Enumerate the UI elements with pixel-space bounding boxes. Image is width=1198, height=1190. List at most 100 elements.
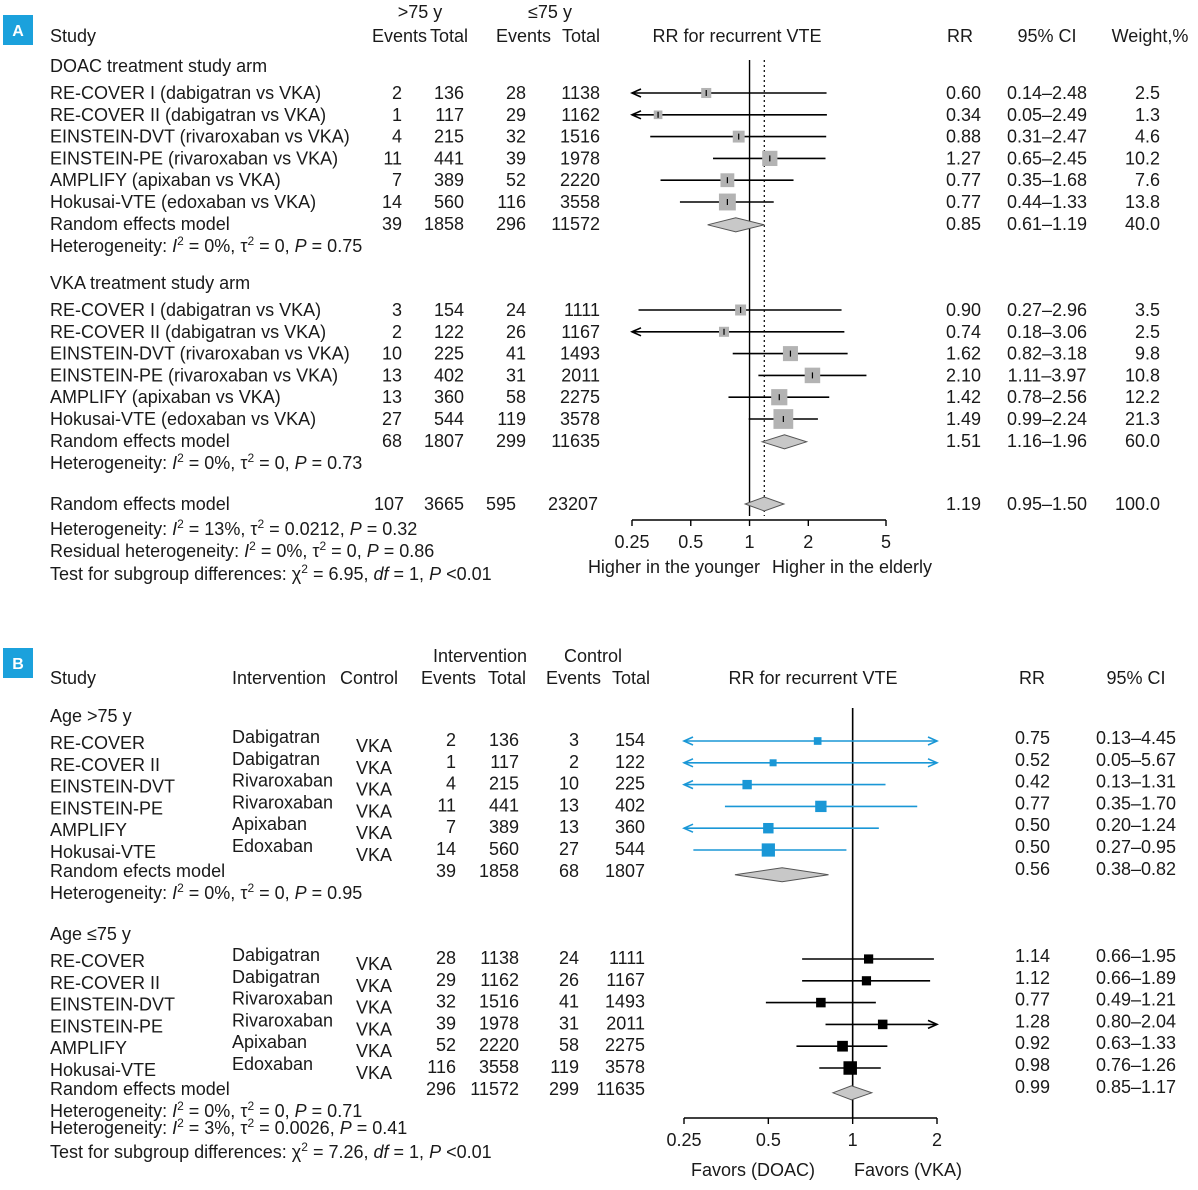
panel-b-intervention: Edoxaban [232, 1054, 313, 1074]
panel-b-events1: 39 [436, 1013, 456, 1033]
panel-b-rr-value: 0.75 [1015, 728, 1050, 748]
panel-a-events1: 1 [392, 105, 402, 125]
panel-b-pooled-name: Random effects model [50, 1079, 230, 1099]
panel-a-subgroup-title: DOAC treatment study arm [50, 56, 267, 76]
panel-b-subgroup-title: Age >75 y [50, 706, 132, 726]
panel-a-overall-events1: 107 [374, 494, 404, 514]
panel-a-ci-line [630, 88, 827, 98]
panel-b-events2: 3 [569, 730, 579, 750]
panel-b-study-marker [843, 1061, 857, 1075]
panel-b-total1: 215 [489, 774, 519, 794]
panel-b-subgroup-test: Test for subgroup differences: χ2 = 7.26… [50, 1140, 492, 1162]
panel-b-total2: 225 [615, 774, 645, 794]
panel-b-intervention: Edoxaban [232, 836, 313, 856]
panel-b-pooled-diamond [831, 1085, 874, 1101]
panel-a-ci-value: 0.99–2.24 [1007, 409, 1087, 429]
panel-b-control: VKA [356, 758, 392, 778]
panel-a-pooled-rr: 0.85 [946, 214, 981, 234]
panel-a-events2: 26 [506, 322, 526, 342]
panel-b-events2: 119 [550, 1057, 579, 1077]
panel-a-study-name: RE-COVER I (dabigatran vs VKA) [50, 83, 321, 103]
panel-a-events2: 32 [506, 127, 526, 147]
panel-b-events2: 27 [559, 839, 579, 859]
panel-b-rr-header: RR [1019, 668, 1045, 688]
panel-a-study-name: EINSTEIN-PE (rivaroxaban vs VKA) [50, 148, 338, 168]
panel-b-events2: 41 [559, 992, 579, 1012]
panel-b-pooled-total2: 11635 [596, 1079, 645, 1099]
panel-a-pooled-events1: 39 [382, 214, 402, 234]
panel-a-rr-value: 1.49 [946, 409, 981, 429]
panel-b-study-name: EINSTEIN-DVT [50, 777, 175, 797]
panel-a-overall-heterogeneity: Heterogeneity: I2 = 13%, τ2 = 0.0212, P … [50, 517, 417, 539]
panel-a-rr-value: 1.62 [946, 344, 981, 364]
panel-b-rr-value: 0.98 [1015, 1055, 1050, 1075]
panel-a-events1: 4 [392, 127, 402, 147]
panel-b-control: VKA [356, 1063, 392, 1083]
panel-a-heterogeneity: Heterogeneity: I2 = 0%, τ2 = 0, P = 0.73 [50, 451, 362, 473]
panel-a-events2: 119 [497, 409, 526, 429]
panel-b-events2: 2 [569, 752, 579, 772]
panel-a-total2: 3578 [560, 409, 600, 429]
panel-b-events1: 11 [437, 795, 456, 815]
panel-b-label: B [12, 656, 24, 673]
panel-b-events1: 1 [446, 752, 456, 772]
panel-b-ci-line [682, 736, 939, 746]
panel-b-intervention: Rivaroxaban [232, 771, 333, 791]
panel-b-rr-value: 1.14 [1015, 946, 1050, 966]
panel-b-control: VKA [356, 998, 392, 1018]
panel-b-study-name: EINSTEIN-DVT [50, 995, 175, 1015]
panel-a-total2: 1162 [561, 105, 600, 125]
panel-b-total1: 1516 [479, 992, 519, 1012]
panel-b-study-name: AMPLIFY [50, 1038, 127, 1058]
panel-b-heterogeneity: Heterogeneity: I2 = 0%, τ2 = 0, P = 0.71 [50, 1099, 362, 1121]
panel-a-pooled-ci: 0.61–1.19 [1007, 214, 1087, 234]
panel-b-total2: 1167 [606, 970, 645, 990]
panel-a-study-header: Study [50, 26, 96, 46]
panel-b-events1: 32 [436, 992, 456, 1012]
panel-a-events1: 11 [383, 148, 402, 168]
panel-b-pooled-events2: 68 [559, 861, 579, 881]
panel-b-events1: 2 [446, 730, 456, 750]
panel-b-control: VKA [356, 823, 392, 843]
panel-b-ci-value: 0.76–1.26 [1096, 1055, 1176, 1075]
panel-a-events2: 58 [506, 387, 526, 407]
panel-a-ci-value: 0.14–2.48 [1007, 83, 1087, 103]
panel-a-group2-header: ≤75 y [528, 2, 572, 22]
panel-b-control: VKA [356, 801, 392, 821]
panel-a-total1: 136 [434, 83, 464, 103]
panel-b-study-marker [861, 976, 872, 986]
panel-b-rr-value: 0.42 [1015, 772, 1050, 792]
panel-b-intervention: Dabigatran [232, 749, 320, 769]
panel-b-rr-value: 0.92 [1015, 1033, 1050, 1053]
panel-b-total2: 3578 [605, 1057, 645, 1077]
panel-a-total2: 1111 [564, 300, 600, 320]
panel-b-events2: 31 [559, 1013, 579, 1033]
panel-a-ci-value: 0.44–1.33 [1007, 192, 1087, 212]
panel-b-control-header: Control [340, 668, 398, 688]
panel-b-study-name: EINSTEIN-PE [50, 798, 163, 818]
panel-a-total2: 1516 [560, 127, 600, 147]
panel-a-overall-ci: 0.95–1.50 [1007, 494, 1087, 514]
panel-b-rr-value: 1.28 [1015, 1011, 1050, 1031]
panel-a-total1: 560 [434, 192, 464, 212]
panel-b-study-marker [837, 1040, 848, 1052]
panel-b-label-bg [3, 648, 33, 678]
panel-a-rr-value: 0.60 [946, 83, 981, 103]
panel-b-pooled-total1: 1858 [479, 861, 519, 881]
panel-a-rr-value: 2.10 [946, 365, 981, 385]
panel-b-events2-header: Events [546, 668, 601, 688]
panel-a-events1: 3 [392, 300, 402, 320]
panel-b-total2: 402 [615, 795, 645, 815]
panel-a-total2: 2275 [560, 387, 600, 407]
panel-b-intervention: Rivaroxaban [232, 792, 333, 812]
panel-b-events1: 116 [427, 1057, 456, 1077]
panel-a-events1: 13 [382, 365, 402, 385]
panel-b-total1: 1978 [479, 1013, 519, 1033]
panel-b-study-name: RE-COVER II [50, 755, 160, 775]
panel-b-total2: 154 [615, 730, 645, 750]
panel-b-ci-line [682, 758, 939, 768]
panel-a-overall-name: Random effects model [50, 494, 230, 514]
panel-a-overall-rr: 1.19 [946, 494, 981, 514]
panel-a-total1: 389 [434, 170, 464, 190]
